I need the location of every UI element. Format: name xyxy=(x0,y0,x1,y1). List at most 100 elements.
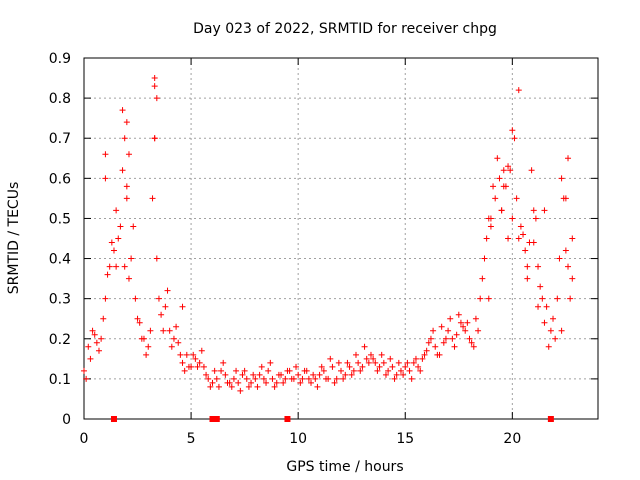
data-point xyxy=(509,215,516,222)
data-point xyxy=(511,135,518,142)
data-point xyxy=(380,359,387,366)
data-point xyxy=(479,275,486,282)
data-point xyxy=(487,223,494,230)
data-point xyxy=(449,335,456,342)
data-point xyxy=(374,367,381,374)
data-point xyxy=(367,351,374,358)
data-point xyxy=(558,327,565,334)
data-point xyxy=(198,347,205,354)
data-point xyxy=(166,327,173,334)
data-point xyxy=(552,335,559,342)
data-point xyxy=(402,363,409,370)
plot-frame xyxy=(83,57,599,420)
data-point xyxy=(408,375,415,382)
data-point xyxy=(352,351,359,358)
data-point xyxy=(445,327,452,334)
data-point xyxy=(432,343,439,350)
data-point xyxy=(475,327,482,334)
data-point xyxy=(123,195,130,202)
data-point xyxy=(153,255,160,262)
data-point xyxy=(119,107,126,114)
y-tick-label: 0.3 xyxy=(49,292,71,308)
data-point xyxy=(565,263,572,270)
data-point xyxy=(477,295,484,302)
data-point xyxy=(554,295,561,302)
data-point xyxy=(365,359,372,366)
data-point xyxy=(164,287,171,294)
data-point xyxy=(535,263,542,270)
data-point xyxy=(207,383,214,390)
data-point xyxy=(363,355,370,362)
data-point xyxy=(162,303,169,310)
data-point xyxy=(464,319,471,326)
data-point xyxy=(490,183,497,190)
data-point xyxy=(252,375,259,382)
data-point xyxy=(412,355,419,362)
data-point xyxy=(483,235,490,242)
data-point xyxy=(395,359,402,366)
flag-markers xyxy=(110,416,554,422)
data-point xyxy=(132,295,139,302)
y-tick-label: 0.7 xyxy=(49,131,71,147)
data-point xyxy=(250,371,257,378)
data-point xyxy=(222,371,229,378)
data-point xyxy=(209,379,216,386)
data-point xyxy=(453,331,460,338)
data-point xyxy=(515,235,522,242)
data-point xyxy=(136,319,143,326)
data-point xyxy=(323,375,330,382)
data-point xyxy=(134,315,141,322)
data-point xyxy=(108,239,115,246)
y-tick-label: 0.2 xyxy=(49,332,71,348)
data-point xyxy=(530,239,537,246)
data-point xyxy=(528,167,535,174)
x-axis-label: GPS time / hours xyxy=(286,459,403,475)
data-point xyxy=(138,335,145,342)
x-axis-ticks: 0 5 10 15 20 xyxy=(80,58,521,447)
data-point xyxy=(190,351,197,358)
data-point xyxy=(83,375,90,382)
data-point xyxy=(310,371,317,378)
data-point xyxy=(233,367,240,374)
data-point xyxy=(541,207,548,214)
data-point xyxy=(485,295,492,302)
data-point xyxy=(415,363,422,370)
data-point xyxy=(145,343,152,350)
data-point xyxy=(265,367,272,374)
data-point xyxy=(220,359,227,366)
data-point xyxy=(335,359,342,366)
data-point xyxy=(110,247,117,254)
data-point xyxy=(532,215,539,222)
data-point xyxy=(100,315,107,322)
data-point xyxy=(151,83,158,90)
data-point xyxy=(179,359,186,366)
data-point xyxy=(179,303,186,310)
y-tick-label: 0.8 xyxy=(49,91,71,107)
data-point xyxy=(205,375,212,382)
data-point xyxy=(340,375,347,382)
y-tick-label: 0.5 xyxy=(49,211,71,227)
data-point xyxy=(498,207,505,214)
data-point xyxy=(297,379,304,386)
data-point xyxy=(218,367,225,374)
data-point xyxy=(147,327,154,334)
data-point xyxy=(320,367,327,374)
data-point xyxy=(515,87,522,94)
data-point xyxy=(254,383,261,390)
data-point xyxy=(372,359,379,366)
data-point xyxy=(121,263,128,270)
data-point xyxy=(509,127,516,134)
data-point xyxy=(215,383,222,390)
data-point xyxy=(282,375,289,382)
data-point xyxy=(121,135,128,142)
data-point xyxy=(89,327,96,334)
x-tick-label: 5 xyxy=(187,431,196,447)
data-point xyxy=(522,247,529,254)
data-point xyxy=(275,371,282,378)
grid-lines xyxy=(84,58,598,419)
y-tick-label: 0.6 xyxy=(49,171,71,187)
data-point xyxy=(200,363,207,370)
data-point xyxy=(556,255,563,262)
y-tick-label: 0 xyxy=(62,412,71,428)
data-point xyxy=(93,339,100,346)
